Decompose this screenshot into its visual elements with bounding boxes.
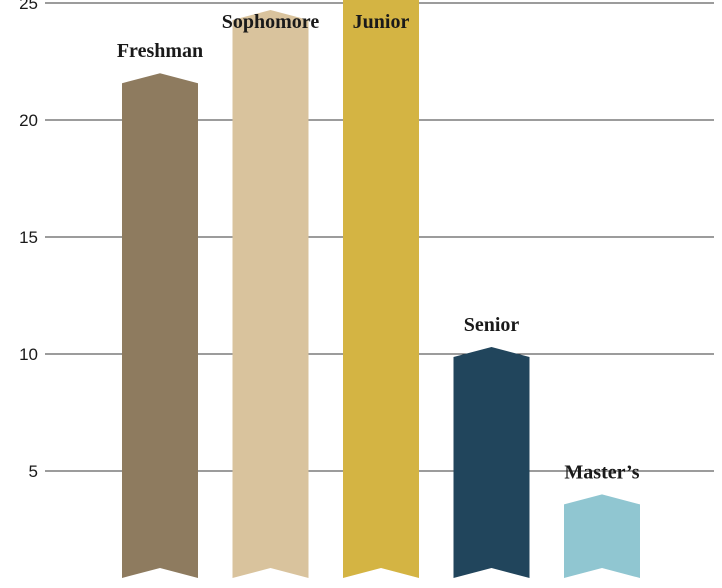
y-tick-label: 25 <box>19 0 38 13</box>
y-tick-label: 15 <box>19 228 38 247</box>
bars <box>122 0 640 588</box>
y-tick-label: 5 <box>29 462 38 481</box>
y-tick-label: 20 <box>19 111 38 130</box>
bar-label: Junior <box>353 11 410 33</box>
bar-labels: Freshman Sophomore Junior Senior Master’s <box>117 11 640 483</box>
bar-masters <box>564 494 640 588</box>
bar-junior <box>343 0 419 588</box>
bar-label: Sophomore <box>222 11 320 33</box>
bar-sophomore <box>232 10 309 588</box>
bar-label: Senior <box>464 314 520 336</box>
bar-freshman <box>122 73 198 588</box>
bar-label: Freshman <box>117 40 203 62</box>
bar-senior <box>453 346 530 588</box>
bar-label: Master’s <box>564 461 639 483</box>
y-tick-label: 10 <box>19 345 38 364</box>
y-axis-ticks: 5 10 15 20 25 <box>19 0 38 481</box>
